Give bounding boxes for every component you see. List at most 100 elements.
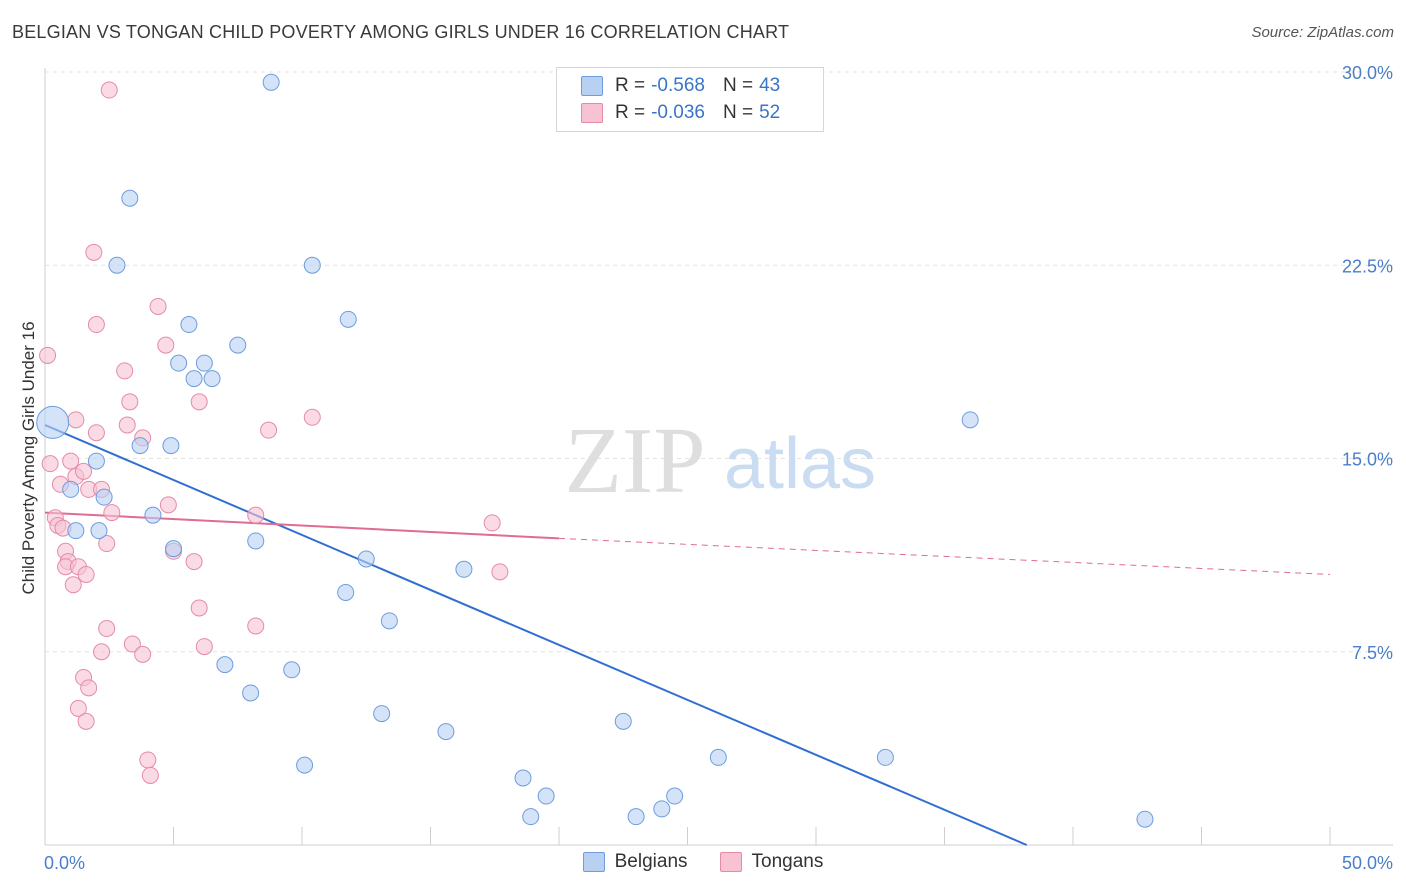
legend-label-tongans: Tongans [751, 851, 824, 872]
tongans-point [121, 393, 139, 411]
belgians-point [203, 370, 221, 388]
belgians-point [165, 540, 182, 558]
tongans-point [75, 462, 93, 480]
trend-lines [44, 424, 1331, 846]
tongans-point [139, 751, 157, 769]
belgians-point [627, 808, 645, 826]
tongans-point [98, 620, 116, 638]
watermark: ZIP atlas [565, 409, 877, 513]
tongans-swatch [719, 852, 742, 872]
tongans-point [80, 679, 98, 697]
tongans-point [39, 346, 57, 364]
tongans-point [85, 243, 103, 261]
belgians-point [437, 723, 455, 741]
belgians-point [296, 756, 314, 774]
tongans-point [69, 699, 87, 717]
y-axis-label: Child Poverty Among Girls Under 16 [19, 321, 38, 594]
tongans-point [260, 421, 278, 439]
belgians-point [247, 532, 265, 550]
legend-label-belgians: Belgians [614, 851, 688, 872]
tongans-point [98, 535, 116, 553]
x-tick-label: 50.0% [1342, 853, 1393, 873]
tongans-point [190, 599, 208, 617]
belgians-point [614, 712, 632, 730]
belgians-point [131, 437, 149, 455]
belgians-point [380, 612, 398, 630]
legend-item-belgians[interactable]: Belgians [582, 851, 688, 873]
belgians-point [876, 748, 894, 766]
tongans-point [185, 553, 203, 571]
chart-title: BELGIAN VS TONGAN CHILD POVERTY AMONG GI… [12, 22, 790, 42]
tongans-point [93, 643, 111, 661]
y-tick-label: 15.0% [1342, 450, 1393, 470]
tongans-point [67, 411, 85, 429]
belgians-point [283, 661, 301, 679]
belgians-point [90, 522, 108, 540]
belgians-point [170, 354, 188, 372]
belgians-point [522, 808, 540, 826]
watermark-atlas: atlas [724, 424, 876, 504]
data-points [36, 73, 1154, 828]
belgians-swatch [581, 76, 603, 96]
tongans-point [134, 645, 152, 663]
tongans-point [87, 316, 105, 334]
belgians-point [961, 411, 979, 429]
tongans-point [157, 336, 175, 354]
belgians-point [357, 550, 375, 568]
tongans-point [118, 416, 136, 434]
tongans-point [103, 504, 121, 522]
tongans-swatch [581, 103, 603, 123]
belgians-point [339, 310, 357, 328]
belgians-point [87, 452, 105, 470]
tongans-point [303, 408, 321, 426]
r-label: R = [615, 102, 646, 123]
gridlines [45, 71, 1393, 653]
belgians-point [67, 522, 85, 540]
tongans-point [116, 362, 134, 380]
belgians-point [666, 787, 684, 805]
n-label: N = [722, 75, 754, 96]
belgians-point [1136, 810, 1154, 828]
r-value: -0.568 [651, 75, 705, 96]
tongans-point [141, 766, 159, 784]
legend-row-belgians: R = -0.568 N = 43 [581, 73, 780, 99]
belgians-point [95, 488, 113, 506]
tongans-point [100, 81, 118, 99]
belgians-point [185, 370, 203, 388]
belgians-point [108, 256, 126, 274]
series-legend: Belgians Tongans [0, 851, 1406, 873]
tongans-point [159, 496, 177, 514]
belgians-point [216, 656, 234, 674]
belgians-point [337, 583, 355, 601]
r-value: -0.036 [651, 102, 705, 123]
tongans-point [77, 565, 95, 583]
belgians-point [242, 684, 260, 702]
source-label: Source: ZipAtlas.com [1251, 24, 1394, 41]
x-tick-label: 0.0% [44, 853, 85, 873]
tongans-point [62, 452, 80, 470]
belgians-point [121, 189, 139, 207]
belgians-point [373, 705, 391, 723]
tongans-trend-extension [558, 537, 1331, 575]
tongans-point [491, 563, 509, 581]
belgians-point [262, 73, 280, 91]
tongans-point [77, 712, 95, 730]
r-label: R = [615, 75, 646, 96]
belgians-point [229, 336, 247, 354]
belgians-point [303, 256, 321, 274]
tongans-point [247, 506, 265, 524]
legend-item-tongans[interactable]: Tongans [719, 851, 824, 873]
tongans-point [87, 424, 105, 442]
belgians-point [62, 480, 80, 498]
y-tick-label: 30.0% [1342, 63, 1393, 83]
belgians-point [537, 787, 555, 805]
n-value: 52 [759, 102, 781, 123]
tongans-point [41, 455, 59, 473]
tongans-trend-line [44, 511, 560, 540]
watermark-zip: ZIP [565, 409, 706, 513]
n-label: N = [722, 102, 754, 123]
tongans-point [483, 514, 501, 532]
axes [44, 68, 1393, 846]
belgians-swatch [582, 852, 605, 872]
